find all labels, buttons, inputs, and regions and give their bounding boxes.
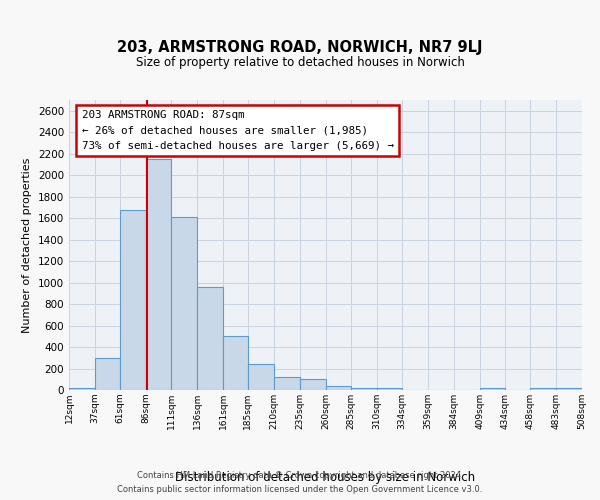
Text: 203, ARMSTRONG ROAD, NORWICH, NR7 9LJ: 203, ARMSTRONG ROAD, NORWICH, NR7 9LJ [117, 40, 483, 55]
Bar [223, 336, 248, 390]
Y-axis label: Number of detached properties: Number of detached properties [22, 158, 32, 332]
Bar [146, 159, 172, 390]
Bar [352, 388, 377, 390]
Bar [479, 388, 505, 390]
Bar [377, 388, 402, 390]
Bar [556, 388, 582, 390]
X-axis label: Distribution of detached houses by size in Norwich: Distribution of detached houses by size … [175, 471, 476, 484]
Bar [172, 217, 197, 390]
Bar [95, 358, 119, 390]
Text: 203 ARMSTRONG ROAD: 87sqm
← 26% of detached houses are smaller (1,985)
73% of se: 203 ARMSTRONG ROAD: 87sqm ← 26% of detac… [82, 110, 394, 150]
Bar [119, 210, 146, 390]
Bar [69, 388, 95, 390]
Bar [325, 386, 352, 390]
Text: Contains HM Land Registry data © Crown copyright and database right 2024.: Contains HM Land Registry data © Crown c… [137, 472, 463, 480]
Bar [248, 364, 274, 390]
Bar [530, 388, 556, 390]
Text: Contains public sector information licensed under the Open Government Licence v3: Contains public sector information licen… [118, 484, 482, 494]
Bar [299, 380, 325, 390]
Bar [197, 287, 223, 390]
Text: Size of property relative to detached houses in Norwich: Size of property relative to detached ho… [136, 56, 464, 69]
Bar [274, 376, 299, 390]
